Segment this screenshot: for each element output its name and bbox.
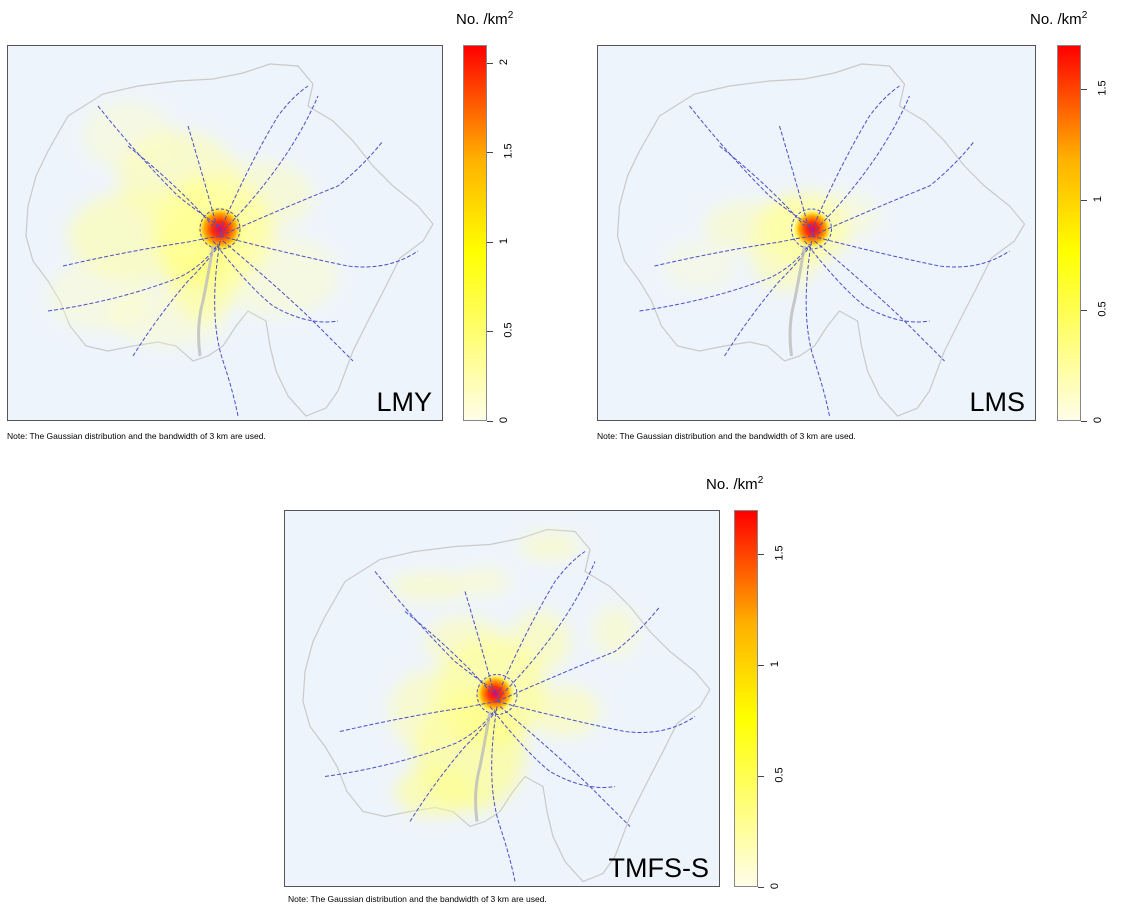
density-map: TMFS-S [284, 510, 720, 887]
scale-tick-label: 1 [498, 237, 511, 244]
color-scale-bar [734, 510, 758, 887]
scale-tick-label: 0 [498, 416, 511, 424]
scale-tick-label: 1.5 [502, 143, 515, 160]
scale-tick [1081, 199, 1087, 201]
map-svg [616, 63, 1026, 417]
scale-tick [487, 241, 493, 243]
bay-shore [788, 245, 806, 357]
unit-label: No. /km2 [456, 10, 514, 28]
scale-tick-label: 1 [769, 661, 782, 668]
scale-tick [1081, 421, 1087, 422]
scale-tick [758, 665, 764, 667]
scale-tick [1081, 310, 1087, 312]
scale-tick [487, 331, 493, 333]
scale-tick [487, 152, 493, 154]
scale-tick [758, 554, 764, 556]
scale-tick [487, 62, 493, 64]
scale-tick-label: 0.5 [773, 767, 786, 783]
coastline [25, 63, 434, 417]
map-svg [25, 63, 434, 417]
scale-tick [758, 887, 764, 888]
rail-lines [324, 551, 696, 882]
note-text: Note: The Gaussian distribution and the … [288, 894, 547, 904]
density-map: LMY [7, 45, 443, 421]
unit-label: No. /km2 [1030, 10, 1088, 28]
scale-tick-label: 0 [1092, 416, 1105, 424]
map-label: LMS [969, 387, 1025, 417]
color-scale-bar [463, 45, 487, 421]
rail-lines [47, 85, 419, 417]
density-layer [48, 101, 338, 346]
coastline [616, 63, 1026, 417]
rail-lines [639, 85, 1010, 417]
density-map: LMS [597, 45, 1036, 421]
scale-tick [1081, 89, 1087, 91]
bay-shore [474, 711, 492, 822]
scale-tick-label: 0 [769, 882, 782, 890]
scale-tick-label: 0.5 [502, 322, 515, 339]
map-label: LMY [376, 387, 432, 417]
scale-tick-label: 2 [498, 58, 511, 65]
scale-tick-label: 1 [1092, 195, 1105, 202]
scale-tick-label: 0.5 [1096, 301, 1109, 318]
density-layer [664, 191, 880, 291]
map-label: TMFS-S [608, 853, 710, 883]
density-peak [197, 206, 243, 252]
unit-label: No. /km2 [706, 475, 764, 493]
note-text: Note: The Gaussian distribution and the … [7, 431, 266, 441]
note-text: Note: The Gaussian distribution and the … [597, 431, 856, 441]
scale-tick [758, 776, 764, 778]
scale-tick [487, 421, 493, 422]
bay-shore [197, 245, 215, 357]
map-svg [302, 528, 711, 883]
density-layer [390, 532, 637, 817]
scale-tick-label: 1.5 [773, 545, 786, 561]
color-scale-bar [1057, 45, 1081, 421]
scale-tick-label: 1.5 [1096, 80, 1109, 96]
density-peak [475, 674, 515, 713]
coastline [302, 528, 711, 883]
